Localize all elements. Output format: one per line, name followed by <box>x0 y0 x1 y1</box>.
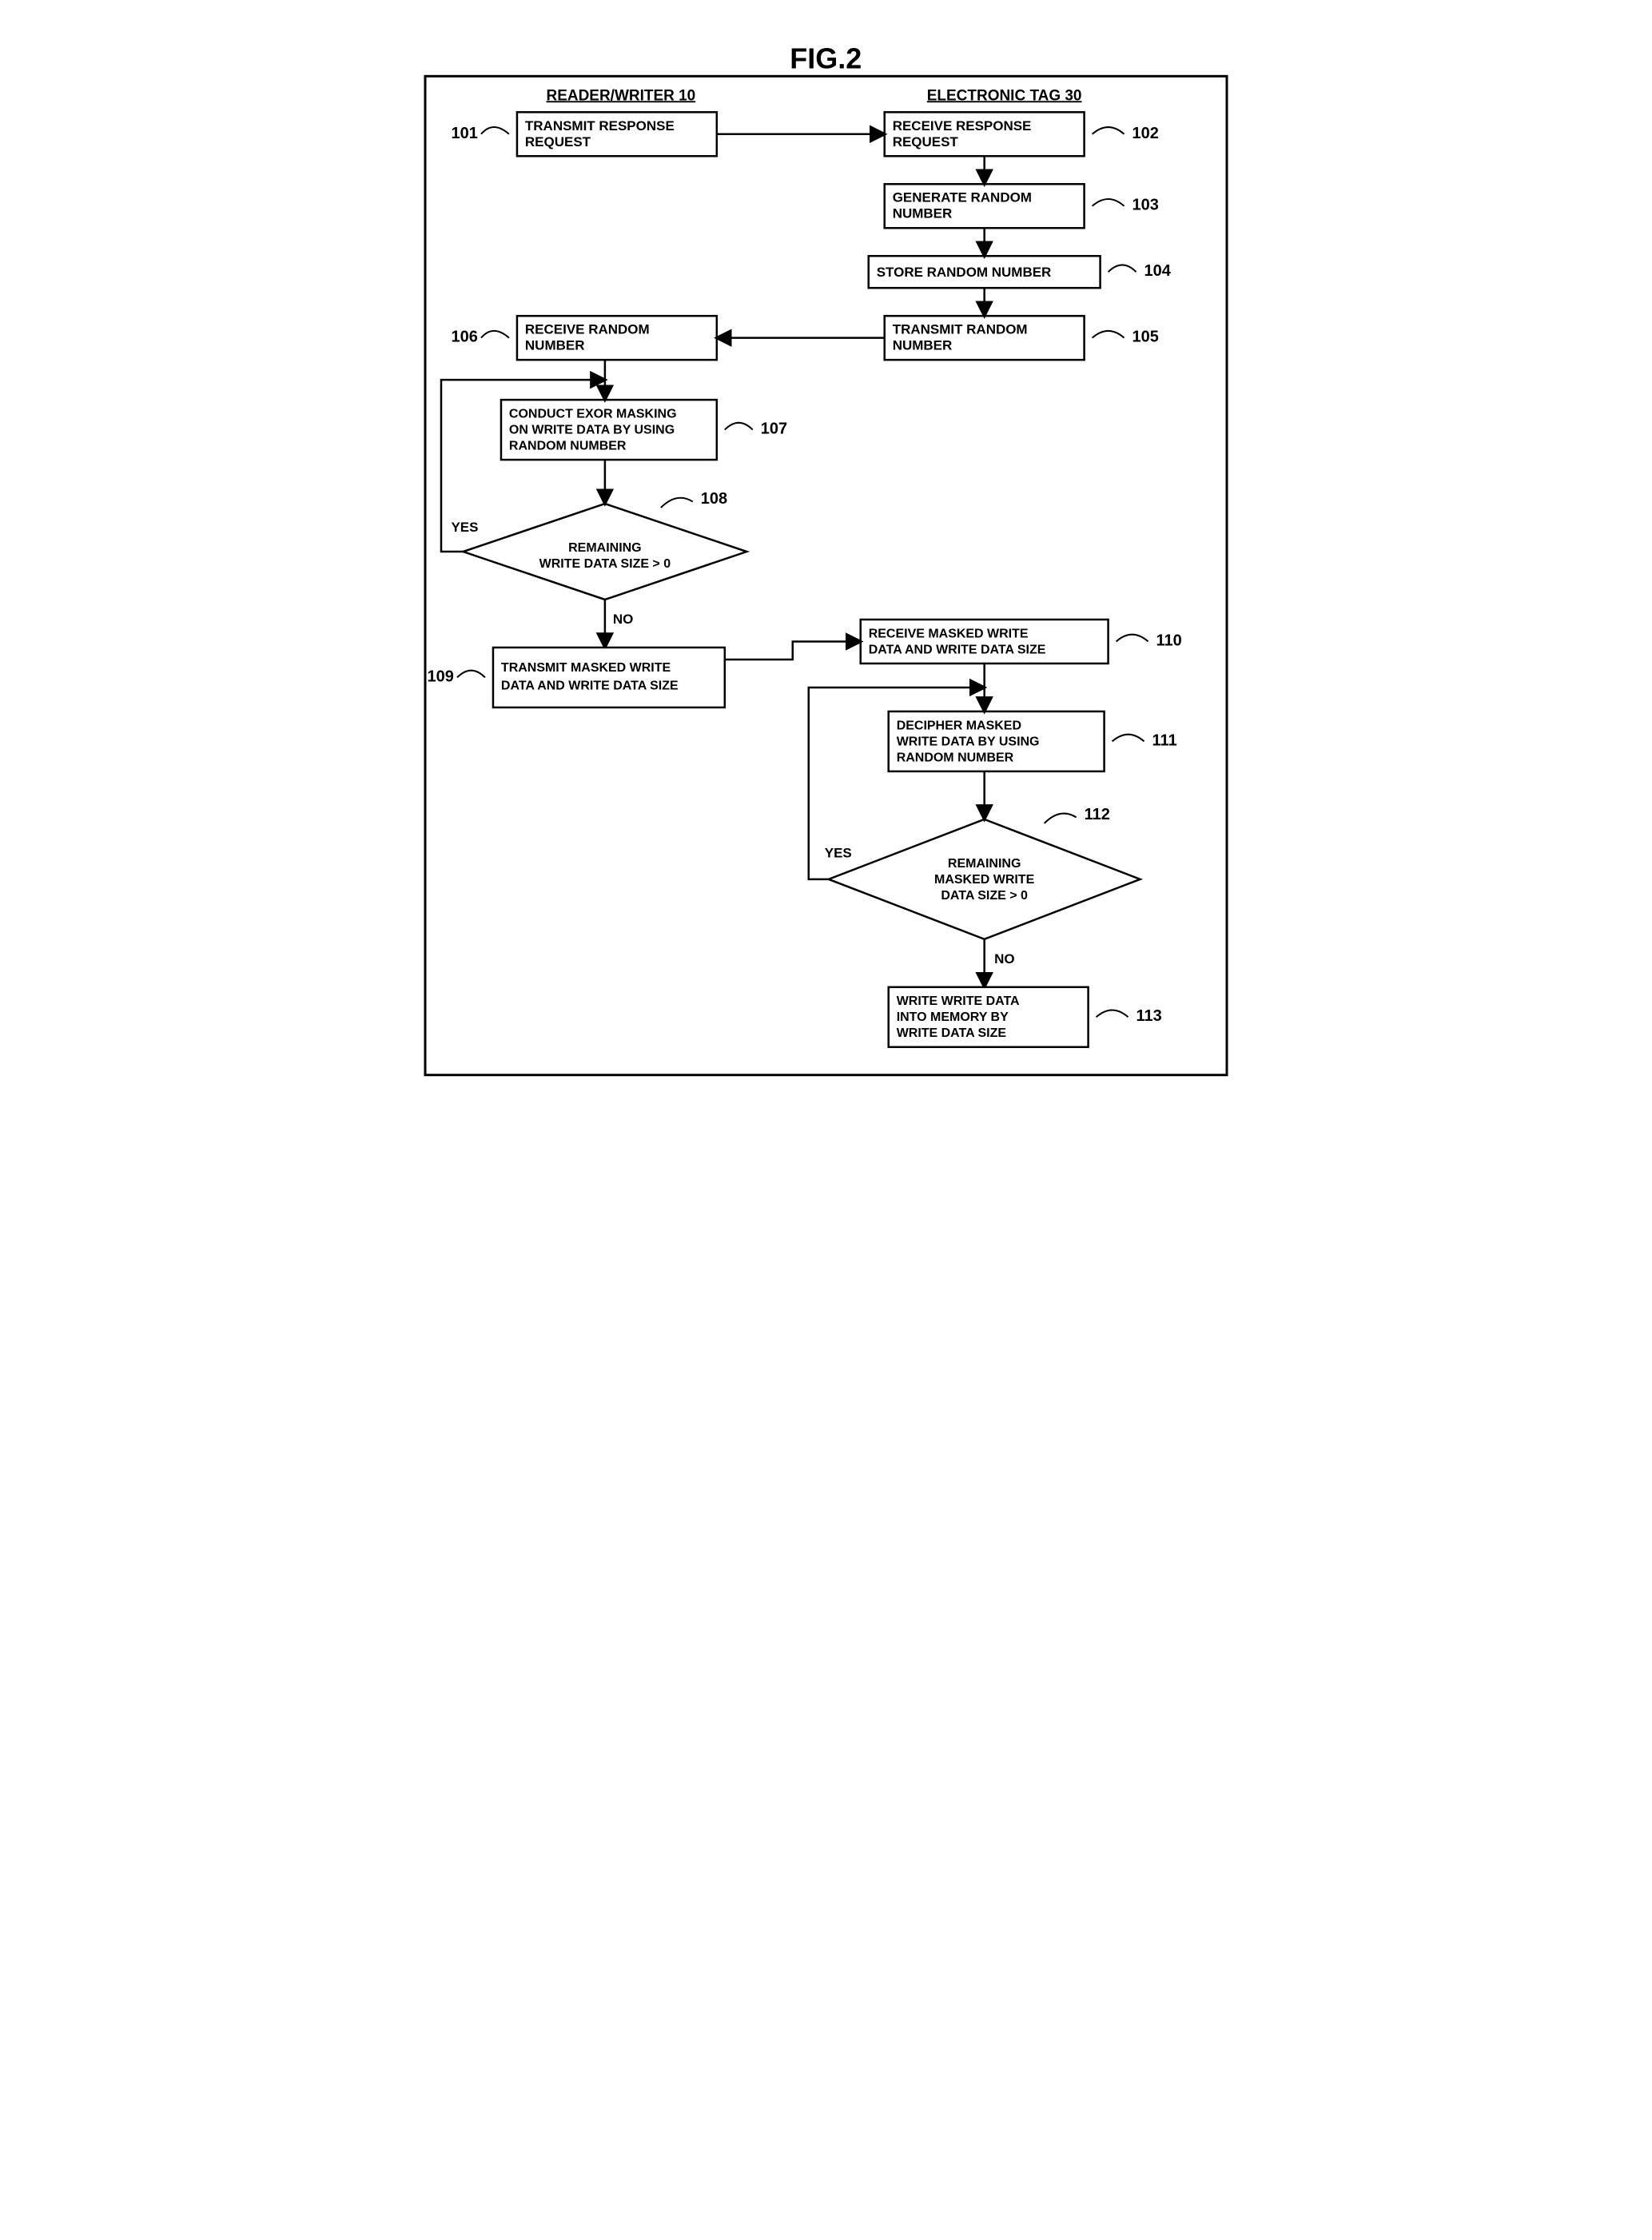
node-106-text-1: RECEIVE RANDOM <box>525 322 650 337</box>
node-102-text-2: REQUEST <box>893 134 959 149</box>
node-110: RECEIVE MASKED WRITE DATA AND WRITE DATA… <box>861 620 1109 664</box>
label-108: 108 <box>701 490 727 508</box>
node-107-text-1: CONDUCT EXOR MASKING <box>509 408 677 421</box>
node-112-text-1: REMAINING <box>948 857 1021 871</box>
node-105-text-2: NUMBER <box>893 338 953 353</box>
node-113-text-1: WRITE WRITE DATA <box>897 994 1020 1008</box>
label-109: 109 <box>427 668 453 685</box>
node-113: WRITE WRITE DATA INTO MEMORY BY WRITE DA… <box>889 987 1089 1047</box>
node-109-text-2: DATA AND WRITE DATA SIZE <box>501 679 679 692</box>
node-108: REMAINING WRITE DATA SIZE > 0 <box>463 504 746 600</box>
node-102-text-1: RECEIVE RESPONSE <box>893 118 1032 134</box>
node-102: RECEIVE RESPONSE REQUEST <box>885 112 1085 156</box>
label-104: 104 <box>1144 262 1171 280</box>
node-101-text-1: TRANSMIT RESPONSE <box>525 118 675 134</box>
header-left: READER/WRITER 10 <box>547 87 696 104</box>
label-103: 103 <box>1133 197 1159 214</box>
node-110-text-2: DATA AND WRITE DATA SIZE <box>869 643 1046 656</box>
node-103-text-2: NUMBER <box>893 206 953 221</box>
node-108-text-1: REMAINING <box>568 541 641 555</box>
node-112: REMAINING MASKED WRITE DATA SIZE > 0 <box>829 819 1140 939</box>
node-101-text-2: REQUEST <box>525 134 591 149</box>
node-111-text-3: RANDOM NUMBER <box>897 751 1014 764</box>
node-113-text-2: INTO MEMORY BY <box>897 1010 1009 1024</box>
node-104-text: STORE RANDOM NUMBER <box>877 265 1052 280</box>
node-104: STORE RANDOM NUMBER <box>869 256 1101 288</box>
node-103-text-1: GENERATE RANDOM <box>893 190 1032 205</box>
node-112-text-3: DATA SIZE > 0 <box>941 889 1028 903</box>
node-105: TRANSMIT RANDOM NUMBER <box>885 316 1085 360</box>
arrow-109-110 <box>725 641 861 659</box>
node-103: GENERATE RANDOM NUMBER <box>885 184 1085 228</box>
node-112-text-2: MASKED WRITE <box>934 873 1035 887</box>
node-106: RECEIVE RANDOM NUMBER <box>517 316 717 360</box>
label-111: 111 <box>1152 731 1177 749</box>
branch-108-yes: YES <box>451 520 478 535</box>
node-106-text-2: NUMBER <box>525 338 585 353</box>
branch-108-no: NO <box>613 612 633 627</box>
label-113: 113 <box>1136 1007 1162 1025</box>
node-107: CONDUCT EXOR MASKING ON WRITE DATA BY US… <box>501 400 717 460</box>
label-106: 106 <box>451 329 477 346</box>
branch-112-yes: YES <box>825 845 852 860</box>
node-111: DECIPHER MASKED WRITE DATA BY USING RAND… <box>889 711 1105 771</box>
node-109: TRANSMIT MASKED WRITE DATA AND WRITE DAT… <box>493 648 725 707</box>
node-105-text-1: TRANSMIT RANDOM <box>893 322 1028 337</box>
header-right: ELECTRONIC TAG 30 <box>927 87 1082 104</box>
node-108-text-2: WRITE DATA SIZE > 0 <box>539 557 671 571</box>
node-107-text-2: ON WRITE DATA BY USING <box>509 424 675 437</box>
node-107-text-3: RANDOM NUMBER <box>509 440 627 453</box>
node-110-text-1: RECEIVE MASKED WRITE <box>869 627 1029 640</box>
node-101: TRANSMIT RESPONSE REQUEST <box>517 112 717 156</box>
label-105: 105 <box>1133 329 1159 346</box>
label-101: 101 <box>451 125 477 142</box>
node-111-text-1: DECIPHER MASKED <box>897 719 1021 732</box>
label-107: 107 <box>761 420 787 438</box>
label-110: 110 <box>1156 632 1182 649</box>
label-102: 102 <box>1133 125 1159 142</box>
node-113-text-3: WRITE DATA SIZE <box>897 1026 1007 1040</box>
node-109-text-1: TRANSMIT MASKED WRITE <box>501 661 671 675</box>
node-111-text-2: WRITE DATA BY USING <box>897 735 1040 748</box>
figure-title: FIG.2 <box>790 42 862 74</box>
branch-112-no: NO <box>994 951 1014 967</box>
label-112: 112 <box>1085 806 1110 823</box>
